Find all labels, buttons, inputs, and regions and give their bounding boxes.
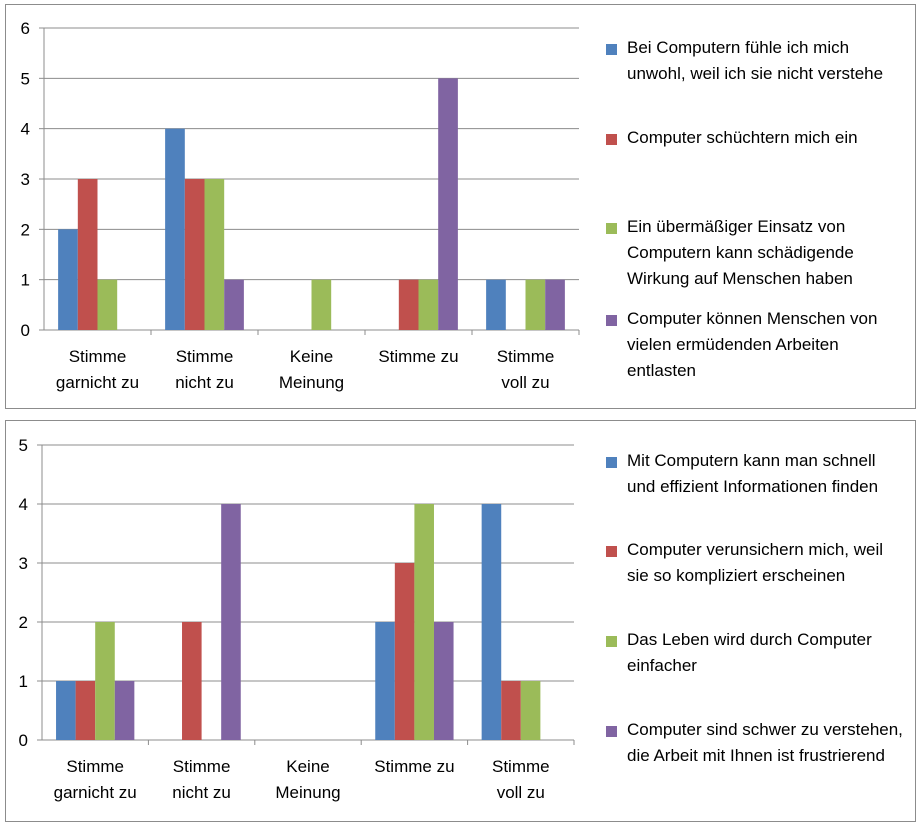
legend-item: Das Leben wird durch Computer einfacher bbox=[606, 630, 906, 679]
bar bbox=[486, 279, 506, 330]
legend-item: Bei Computern fühle ich mich unwohl, wei… bbox=[606, 38, 906, 87]
bar bbox=[418, 279, 439, 330]
bar bbox=[221, 504, 241, 740]
bar bbox=[182, 622, 202, 740]
legend-swatch bbox=[606, 315, 617, 326]
legend-swatch bbox=[606, 546, 617, 557]
y-tick-label: 4 bbox=[21, 120, 30, 139]
bar bbox=[204, 179, 225, 330]
bar bbox=[433, 622, 454, 740]
x-category-label: Stimme nicht zu bbox=[172, 757, 231, 802]
legend-label: Computer können Menschen von vielen ermü… bbox=[627, 309, 878, 380]
y-tick-label: 2 bbox=[19, 613, 28, 632]
legend-label: Computer sind schwer zu verstehen, die A… bbox=[627, 720, 903, 765]
bar bbox=[501, 681, 521, 740]
legend-item: Computer sind schwer zu verstehen, die A… bbox=[606, 720, 906, 769]
bar bbox=[75, 681, 96, 740]
x-category-label: Stimme garnicht zu bbox=[54, 757, 137, 802]
legend-swatch bbox=[606, 134, 617, 145]
y-tick-label: 5 bbox=[19, 436, 28, 455]
bar bbox=[77, 179, 98, 330]
bar bbox=[114, 681, 135, 740]
legend-item: Ein übermäßiger Einsatz von Computern ka… bbox=[606, 217, 906, 292]
legend-label: Das Leben wird durch Computer einfacher bbox=[627, 630, 872, 675]
legend-label: Mit Computern kann man schnell und effiz… bbox=[627, 451, 879, 496]
legend-item: Computer können Menschen von vielen ermü… bbox=[606, 309, 906, 384]
legend-label: Bei Computern fühle ich mich unwohl, wei… bbox=[627, 38, 884, 83]
x-category-label: Keine Meinung bbox=[279, 347, 344, 392]
chart-panel-top: 0 1 2 3 4 5 6 Stimme garnicht zu Stimme nicht zu Ke… bbox=[5, 4, 916, 409]
bar bbox=[58, 229, 78, 330]
y-tick-label: 0 bbox=[21, 321, 30, 340]
y-tick-label: 2 bbox=[21, 220, 30, 239]
x-category-label: Keine Meinung bbox=[275, 757, 340, 802]
bar bbox=[375, 622, 395, 740]
legend-label: Computer verunsichern mich, weil sie so … bbox=[627, 540, 884, 585]
bar bbox=[398, 279, 419, 330]
bar bbox=[311, 279, 332, 330]
bar bbox=[438, 78, 458, 330]
x-category-label: Stimme voll zu bbox=[497, 347, 555, 392]
legend-item: Mit Computern kann man schnell und effiz… bbox=[606, 451, 906, 500]
bar bbox=[224, 279, 244, 330]
y-tick-label: 0 bbox=[19, 731, 28, 750]
legend-item: Computer schüchtern mich ein bbox=[606, 128, 906, 151]
y-tick-label: 1 bbox=[21, 271, 30, 290]
y-tick-label: 1 bbox=[19, 672, 28, 691]
bar bbox=[165, 128, 185, 330]
bar bbox=[481, 504, 502, 740]
bar-chart-bottom: 0 1 2 3 4 5 Stimme garnicht zu Stimme nicht zu Kei… bbox=[19, 436, 575, 802]
y-tick-label: 5 bbox=[21, 69, 30, 88]
bar-chart-top: 0 1 2 3 4 5 6 Stimme garnicht zu Stimme nicht zu Ke… bbox=[21, 19, 580, 392]
legend-swatch bbox=[606, 223, 617, 234]
legend-label: Ein übermäßiger Einsatz von Computern ka… bbox=[627, 217, 854, 288]
bar bbox=[95, 622, 115, 740]
bar bbox=[56, 681, 76, 740]
chart-panel-bottom: 0 1 2 3 4 5 Stimme garnicht zu Stimme nicht zu Kei… bbox=[5, 420, 916, 822]
legend-swatch bbox=[606, 457, 617, 468]
bar bbox=[97, 279, 118, 330]
x-category-label: Stimme voll zu bbox=[492, 757, 550, 802]
bar bbox=[184, 179, 205, 330]
bar bbox=[394, 563, 415, 740]
bar bbox=[414, 504, 434, 740]
x-category-label: Stimme nicht zu bbox=[175, 347, 234, 392]
legend-swatch bbox=[606, 636, 617, 647]
y-tick-label: 3 bbox=[21, 170, 30, 189]
x-category-label: Stimme zu bbox=[374, 757, 454, 776]
legend-label: Computer schüchtern mich ein bbox=[627, 128, 858, 147]
bar bbox=[545, 279, 565, 330]
legend-item: Computer verunsichern mich, weil sie so … bbox=[606, 540, 906, 589]
y-tick-label: 3 bbox=[19, 554, 28, 573]
legend-swatch bbox=[606, 44, 617, 55]
x-category-label: Stimme zu bbox=[378, 347, 458, 366]
y-tick-label: 6 bbox=[21, 19, 30, 38]
bar bbox=[520, 681, 541, 740]
bar bbox=[525, 279, 546, 330]
x-category-label: Stimme garnicht zu bbox=[56, 347, 139, 392]
y-tick-label: 4 bbox=[19, 495, 28, 514]
legend-swatch bbox=[606, 726, 617, 737]
